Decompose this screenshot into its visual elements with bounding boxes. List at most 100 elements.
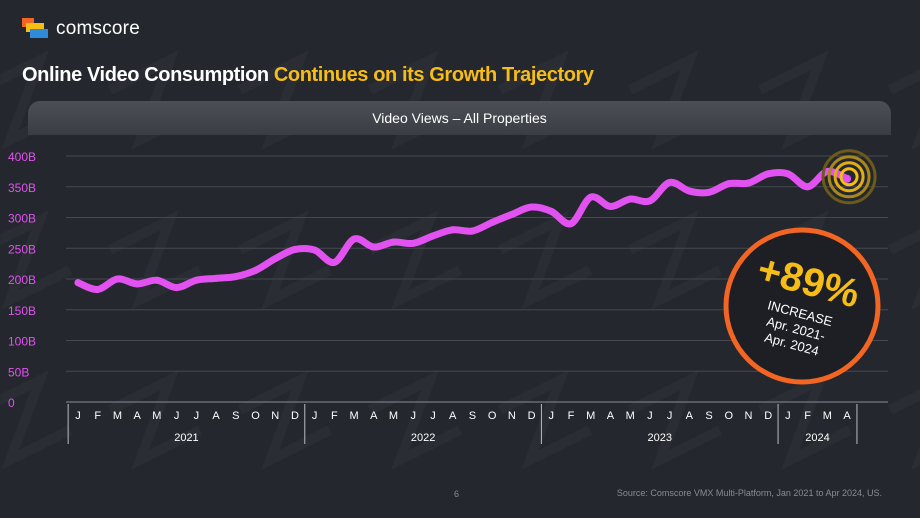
x-tick-label: N	[508, 410, 516, 422]
data-point	[508, 210, 516, 218]
x-tick-label: A	[133, 410, 141, 422]
x-tick-label: J	[667, 410, 673, 422]
data-point	[113, 275, 121, 283]
x-tick-label: M	[823, 410, 832, 422]
data-point	[784, 170, 792, 178]
comscore-logo: comscore	[22, 18, 140, 40]
data-point	[606, 202, 614, 210]
x-tick-label: A	[607, 410, 615, 422]
x-tick-label: J	[647, 410, 653, 422]
x-tick-label: F	[94, 410, 101, 422]
year-label: 2023	[647, 432, 671, 444]
x-tick-label: M	[152, 410, 161, 422]
x-tick-label: S	[232, 410, 239, 422]
data-point	[587, 193, 595, 201]
y-tick-label: 50B	[8, 365, 29, 379]
x-tick-label: J	[174, 410, 180, 422]
data-point	[232, 273, 240, 281]
data-point	[744, 179, 752, 187]
data-point	[330, 258, 338, 266]
data-point	[666, 178, 674, 186]
data-point	[429, 232, 437, 240]
callout-circle	[723, 227, 881, 385]
pulse-ring	[821, 149, 877, 205]
pulse-ring	[833, 161, 865, 193]
data-point	[626, 195, 634, 203]
y-tick-label: 250B	[8, 242, 36, 256]
data-point	[153, 276, 161, 284]
x-tick-label: M	[389, 410, 398, 422]
data-point	[646, 197, 654, 205]
data-point	[488, 218, 496, 226]
x-tick-label: A	[370, 410, 378, 422]
data-point	[350, 235, 358, 243]
year-label: 2021	[174, 432, 198, 444]
x-tick-label: S	[469, 410, 476, 422]
data-point	[468, 227, 476, 235]
x-tick-label: O	[488, 410, 497, 422]
data-point	[409, 239, 417, 247]
data-point	[370, 243, 378, 251]
x-tick-label: S	[705, 410, 712, 422]
page-number: 6	[454, 489, 460, 499]
x-tick-label: N	[745, 410, 753, 422]
x-tick-label: A	[843, 410, 851, 422]
x-tick-label: A	[449, 410, 457, 422]
data-point	[94, 285, 102, 293]
x-tick-label: J	[312, 410, 318, 422]
x-tick-label: J	[194, 410, 200, 422]
year-label: 2024	[805, 432, 829, 444]
x-tick-label: D	[528, 410, 536, 422]
data-point	[311, 246, 319, 254]
pulse-rings-icon	[821, 149, 877, 205]
x-tick-label: J	[430, 410, 436, 422]
y-tick-label: 100B	[8, 335, 36, 349]
y-tick-label: 0	[8, 396, 15, 410]
data-point	[685, 187, 693, 195]
data-point	[173, 284, 181, 292]
x-tick-label: M	[349, 410, 358, 422]
data-point	[291, 245, 299, 253]
year-label: 2022	[411, 432, 435, 444]
data-point	[567, 220, 575, 228]
x-tick-label: N	[271, 410, 279, 422]
data-point	[271, 255, 279, 263]
data-point	[705, 188, 713, 196]
x-tick-label: A	[212, 410, 220, 422]
data-point	[192, 276, 200, 284]
data-point	[212, 274, 220, 282]
x-tick-label: F	[331, 410, 338, 422]
series-line	[74, 167, 851, 293]
x-tick-label: M	[626, 410, 635, 422]
source-note: Source: Comscore VMX Multi-Platform, Jan…	[616, 488, 882, 498]
x-tick-label: M	[586, 410, 595, 422]
data-point	[725, 180, 733, 188]
last-point-marker	[843, 174, 852, 183]
x-tick-label: A	[686, 410, 694, 422]
data-point	[74, 279, 82, 287]
y-tick-label: 200B	[8, 273, 36, 287]
x-tick-label: J	[75, 410, 81, 422]
data-point	[390, 238, 398, 246]
x-tick-label: O	[724, 410, 733, 422]
x-tick-label: F	[804, 410, 811, 422]
x-tick-label: F	[568, 410, 575, 422]
y-tick-label: 400B	[8, 150, 36, 164]
x-tick-label: J	[785, 410, 791, 422]
x-tick-label: M	[113, 410, 122, 422]
comscore-logo-icon	[22, 18, 48, 38]
y-tick-label: 300B	[8, 212, 36, 226]
logo-text: comscore	[56, 18, 140, 39]
x-tick-label: D	[291, 410, 299, 422]
data-point	[449, 226, 457, 234]
y-tick-label: 350B	[8, 181, 36, 195]
data-point	[528, 203, 536, 211]
x-tick-label: D	[764, 410, 772, 422]
title-part-1: Online Video Consumption	[22, 64, 274, 86]
chart-title: Video Views – All Properties	[28, 101, 891, 135]
x-tick-label: J	[410, 410, 416, 422]
data-point	[764, 170, 772, 178]
data-point	[547, 207, 555, 215]
pulse-ring	[839, 167, 859, 187]
